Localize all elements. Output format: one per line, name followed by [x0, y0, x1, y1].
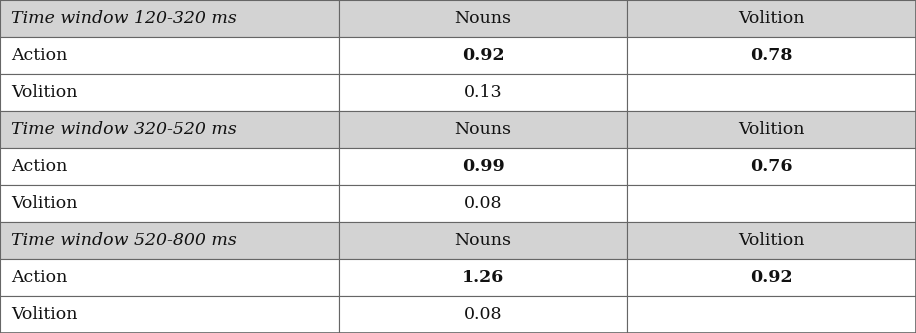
Bar	[627, 259, 916, 296]
Text: 0.99: 0.99	[462, 158, 505, 175]
Bar	[0, 259, 339, 296]
Bar	[627, 0, 916, 37]
Text: 0.78: 0.78	[750, 47, 793, 64]
Text: Time window 520-800 ms: Time window 520-800 ms	[11, 232, 236, 249]
Bar	[0, 148, 339, 185]
Bar	[627, 111, 916, 148]
Bar	[339, 296, 627, 333]
Text: Volition: Volition	[11, 84, 78, 101]
Bar	[0, 185, 339, 222]
Bar	[0, 296, 339, 333]
Bar	[339, 0, 627, 37]
Bar	[339, 111, 627, 148]
Text: Volition: Volition	[738, 232, 805, 249]
Text: Time window 320-520 ms: Time window 320-520 ms	[11, 121, 236, 138]
Bar	[627, 222, 916, 259]
Bar	[0, 74, 339, 111]
Text: Nouns: Nouns	[454, 10, 512, 27]
Bar	[627, 37, 916, 74]
Text: Volition: Volition	[738, 10, 805, 27]
Bar	[339, 259, 627, 296]
Text: 0.08: 0.08	[463, 306, 503, 323]
Text: Nouns: Nouns	[454, 121, 512, 138]
Bar	[627, 148, 916, 185]
Bar	[627, 296, 916, 333]
Bar	[0, 37, 339, 74]
Text: 1.26: 1.26	[462, 269, 505, 286]
Text: 0.92: 0.92	[462, 47, 505, 64]
Text: Volition: Volition	[738, 121, 805, 138]
Text: Volition: Volition	[11, 195, 78, 212]
Bar	[339, 222, 627, 259]
Text: Volition: Volition	[11, 306, 78, 323]
Text: Action: Action	[11, 269, 68, 286]
Text: Time window 120-320 ms: Time window 120-320 ms	[11, 10, 236, 27]
Bar	[339, 37, 627, 74]
Text: 0.92: 0.92	[750, 269, 793, 286]
Bar	[0, 111, 339, 148]
Text: Action: Action	[11, 47, 68, 64]
Bar	[0, 0, 339, 37]
Bar	[339, 148, 627, 185]
Text: Nouns: Nouns	[454, 232, 512, 249]
Bar	[627, 185, 916, 222]
Bar	[339, 185, 627, 222]
Bar	[627, 74, 916, 111]
Text: Action: Action	[11, 158, 68, 175]
Bar	[0, 222, 339, 259]
Bar	[339, 74, 627, 111]
Text: 0.13: 0.13	[463, 84, 503, 101]
Text: 0.76: 0.76	[750, 158, 793, 175]
Text: 0.08: 0.08	[463, 195, 503, 212]
